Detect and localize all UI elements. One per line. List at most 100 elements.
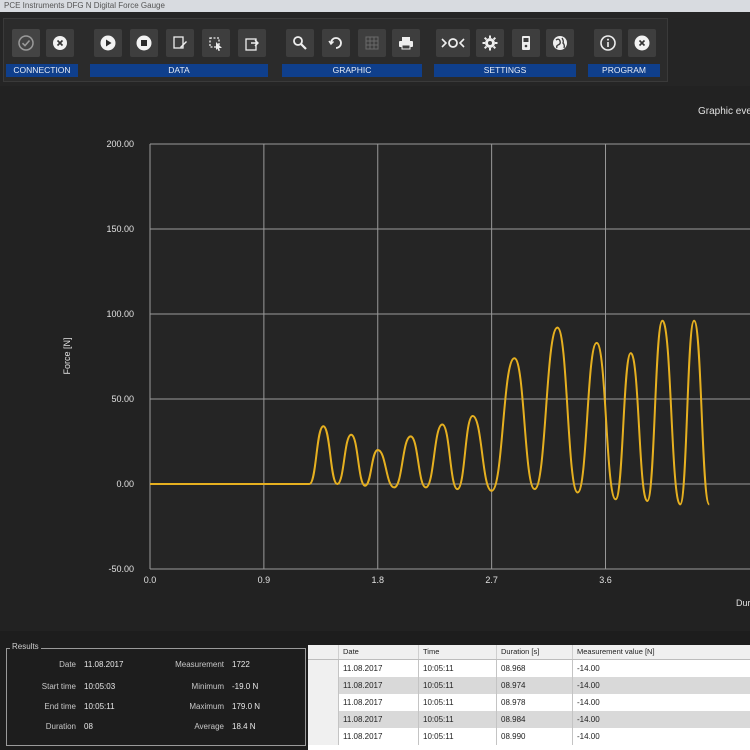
group-label-settings: SETTINGS xyxy=(434,64,576,77)
plot-area xyxy=(150,144,750,569)
data-point-peak xyxy=(556,326,559,329)
table-cell: -14.00 xyxy=(572,711,750,728)
edit-icon xyxy=(173,36,187,49)
data-point-peak xyxy=(595,342,598,344)
device-button[interactable] xyxy=(512,29,540,57)
grid-icon xyxy=(365,36,379,50)
table-cell: 08.984 xyxy=(496,711,572,728)
table-cell: 10:05:11 xyxy=(418,728,496,745)
x-tick-label: 3.6 xyxy=(599,575,612,585)
maximum-value: 179.0 N xyxy=(232,702,261,711)
export-button[interactable] xyxy=(238,29,266,57)
table-cell: -14.00 xyxy=(572,660,750,677)
table-cell: -14.00 xyxy=(572,677,750,694)
close-icon xyxy=(634,35,650,51)
disconnect-icon xyxy=(53,36,67,50)
gear-icon xyxy=(482,35,498,51)
table-cell: 08.990 xyxy=(496,728,572,745)
x-tick-label: 0.9 xyxy=(258,575,271,585)
zoom-button[interactable] xyxy=(286,29,314,57)
group-label-data: DATA xyxy=(90,64,268,77)
table-cell: -14.00 xyxy=(572,694,750,711)
data-point-peak xyxy=(693,320,695,322)
disconnect-button[interactable] xyxy=(46,29,74,57)
y-tick-label: -50.00 xyxy=(108,564,134,574)
settings-group: SETTINGS xyxy=(432,19,578,81)
y-tick-label: 200.00 xyxy=(106,139,134,149)
column-header-time[interactable]: Time xyxy=(418,645,496,659)
table-cell: 10:05:11 xyxy=(418,694,496,711)
measurements-table[interactable]: Date Time Duration [s] Measurement value… xyxy=(308,645,750,750)
row-header[interactable] xyxy=(308,728,339,745)
table-cell: 11.08.2017 xyxy=(338,694,418,711)
table-row[interactable]: 11.08.2017 10:05:11 08.984 -14.00 xyxy=(308,711,750,728)
date-label: Date xyxy=(59,660,76,669)
maximum-label: Maximum xyxy=(189,702,224,711)
table-cell: 10:05:11 xyxy=(418,660,496,677)
table-cell: 10:05:11 xyxy=(418,677,496,694)
table-cell: 08.968 xyxy=(496,660,572,677)
minimum-value: -19.0 N xyxy=(232,682,259,691)
x-tick-label: 0.0 xyxy=(144,575,157,585)
minimum-label: Minimum xyxy=(191,682,224,691)
exit-button[interactable] xyxy=(628,29,656,57)
info-button[interactable] xyxy=(594,29,622,57)
sensor-button[interactable] xyxy=(436,29,470,57)
row-header[interactable] xyxy=(308,694,339,711)
data-point-peak xyxy=(376,449,379,451)
data-point-peak xyxy=(350,433,352,436)
group-label-graphic: GRAPHIC xyxy=(282,64,422,77)
table-cell: 10:05:11 xyxy=(418,711,496,728)
stop-button[interactable] xyxy=(130,29,158,57)
row-header[interactable] xyxy=(308,711,339,728)
average-value: 18.4 N xyxy=(232,722,256,731)
start-time-value: 10:05:03 xyxy=(84,682,116,691)
toolbar-ribbon: CONNECTION DATA GRAPH xyxy=(3,18,668,82)
table-row[interactable]: 11.08.2017 10:05:11 08.968 -14.00 xyxy=(308,660,750,677)
language-button[interactable] xyxy=(546,29,574,57)
reset-button[interactable] xyxy=(322,29,350,57)
connect-button[interactable] xyxy=(12,29,40,57)
column-header-duration[interactable]: Duration [s] xyxy=(496,645,572,659)
data-point-peak xyxy=(409,435,412,438)
column-header-date[interactable]: Date xyxy=(338,645,418,659)
table-cell: 08.974 xyxy=(496,677,572,694)
group-label-connection: CONNECTION xyxy=(6,64,78,77)
duration-value: 08 xyxy=(84,722,93,731)
export-icon xyxy=(245,38,259,51)
y-axis-label: Force [N] xyxy=(62,337,72,374)
settings-button[interactable] xyxy=(476,29,504,57)
select-icon xyxy=(209,37,222,51)
data-point-peak xyxy=(441,423,444,426)
table-row[interactable]: 11.08.2017 10:05:11 08.990 -14.00 xyxy=(308,728,750,745)
table-cell: 11.08.2017 xyxy=(338,728,418,745)
row-header[interactable] xyxy=(308,677,339,694)
info-icon xyxy=(600,35,616,51)
end-time-label: End time xyxy=(44,702,76,711)
window-title-bar: PCE Instruments DFG N Digital Force Gaug… xyxy=(0,0,750,12)
data-point-peak xyxy=(513,357,516,360)
program-group: PROGRAM xyxy=(586,19,664,81)
table-header: Date Time Duration [s] Measurement value… xyxy=(308,645,750,660)
measurement-label: Measurement xyxy=(175,660,224,669)
start-button[interactable] xyxy=(94,29,122,57)
y-tick-label: 50.00 xyxy=(111,394,134,404)
x-tick-label: 1.8 xyxy=(371,575,384,585)
table-row[interactable]: 11.08.2017 10:05:11 08.978 -14.00 xyxy=(308,694,750,711)
select-button[interactable] xyxy=(202,29,230,57)
data-point-peak xyxy=(630,352,632,354)
print-button[interactable] xyxy=(392,29,420,57)
end-time-value: 10:05:11 xyxy=(84,702,115,711)
grid-button[interactable] xyxy=(358,29,386,57)
table-row[interactable]: 11.08.2017 10:05:11 08.974 -14.00 xyxy=(308,677,750,694)
group-label-program: PROGRAM xyxy=(588,64,660,77)
column-header-measurement[interactable]: Measurement value [N] xyxy=(572,645,750,659)
force-chart[interactable]: 200.00 150.00 100.00 50.00 0.00 -50.00 0.0 0.9 1… xyxy=(0,86,750,631)
zoom-icon xyxy=(293,36,307,50)
row-header[interactable] xyxy=(308,660,339,677)
edit-button[interactable] xyxy=(166,29,194,57)
check-icon xyxy=(18,35,34,51)
y-tick-label: 150.00 xyxy=(106,224,134,234)
window-title: PCE Instruments DFG N Digital Force Gaug… xyxy=(4,1,165,10)
date-value: 11.08.2017 xyxy=(84,660,124,669)
